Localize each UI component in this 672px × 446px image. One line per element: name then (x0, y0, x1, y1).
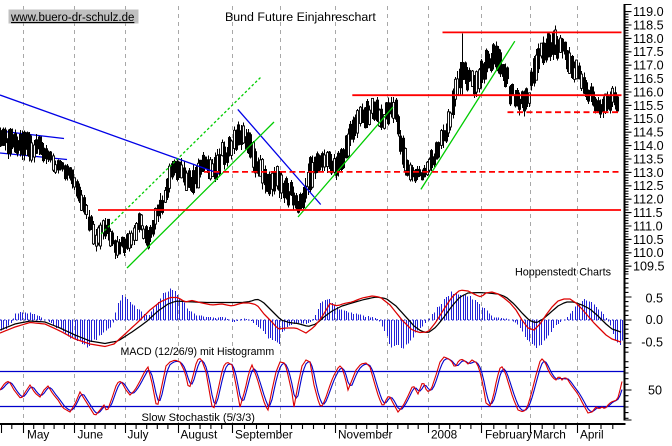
svg-text:115.5: 115.5 (633, 99, 664, 113)
svg-text:May: May (27, 428, 49, 442)
svg-text:114.5: 114.5 (633, 126, 664, 140)
svg-text:111.0: 111.0 (633, 219, 663, 233)
svg-text:110.5: 110.5 (633, 233, 664, 247)
svg-text:111.5: 111.5 (633, 206, 663, 220)
svg-text:March: March (533, 428, 566, 442)
svg-text:August: August (181, 428, 218, 442)
svg-text:0.0: 0.0 (645, 313, 663, 327)
svg-text:118.0: 118.0 (633, 32, 664, 46)
svg-text:Bund Future Einjahreschart: Bund Future Einjahreschart (225, 10, 376, 24)
svg-text:2008: 2008 (431, 428, 458, 442)
svg-text:Hoppenstedt Charts: Hoppenstedt Charts (515, 267, 612, 279)
svg-text:116.0: 116.0 (633, 85, 664, 99)
svg-text:114.0: 114.0 (633, 139, 664, 153)
svg-text:Slow Stochastik (5/3/3): Slow Stochastik (5/3/3) (142, 412, 255, 424)
svg-text:February: February (485, 428, 532, 442)
svg-text:www.buero-dr-schulz.de: www.buero-dr-schulz.de (10, 12, 134, 24)
svg-text:MACD (12/26/9) mit Histogramm: MACD (12/26/9) mit Histogramm (121, 346, 275, 358)
svg-text:109.5: 109.5 (633, 260, 665, 274)
svg-text:July: July (128, 428, 149, 442)
svg-text:116.5: 116.5 (633, 72, 664, 86)
svg-text:117.5: 117.5 (633, 45, 664, 59)
svg-text:April: April (580, 428, 604, 442)
svg-text:0.5: 0.5 (645, 291, 663, 305)
svg-text:117.0: 117.0 (633, 59, 664, 73)
svg-text:50: 50 (648, 383, 662, 397)
svg-text:September: September (235, 428, 293, 442)
svg-text:November: November (338, 428, 392, 442)
svg-text:113.0: 113.0 (633, 166, 664, 180)
svg-text:-0.5: -0.5 (641, 335, 663, 349)
svg-text:June: June (78, 428, 104, 442)
svg-text:112.0: 112.0 (633, 193, 664, 207)
svg-text:118.5: 118.5 (633, 18, 664, 32)
svg-text:115.0: 115.0 (633, 112, 664, 126)
svg-text:113.5: 113.5 (633, 152, 664, 166)
svg-text:119.0: 119.0 (633, 5, 664, 19)
svg-text:112.5: 112.5 (633, 179, 664, 193)
svg-text:110.0: 110.0 (633, 246, 664, 260)
